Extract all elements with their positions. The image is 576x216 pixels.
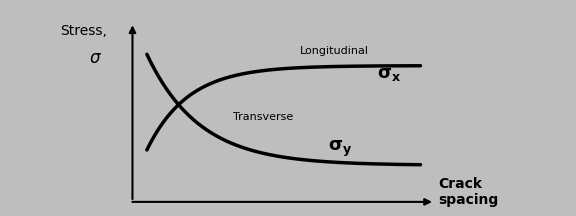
Text: Longitudinal: Longitudinal [300, 46, 369, 56]
Text: Transverse: Transverse [233, 112, 294, 122]
Text: Stress,: Stress, [60, 24, 107, 38]
Text: $\mathbf{\sigma_x}$: $\mathbf{\sigma_x}$ [377, 65, 401, 83]
Text: Crack
spacing: Crack spacing [438, 177, 498, 207]
Text: $\mathbf{\sigma_y}$: $\mathbf{\sigma_y}$ [328, 139, 353, 159]
Text: σ: σ [89, 49, 100, 67]
